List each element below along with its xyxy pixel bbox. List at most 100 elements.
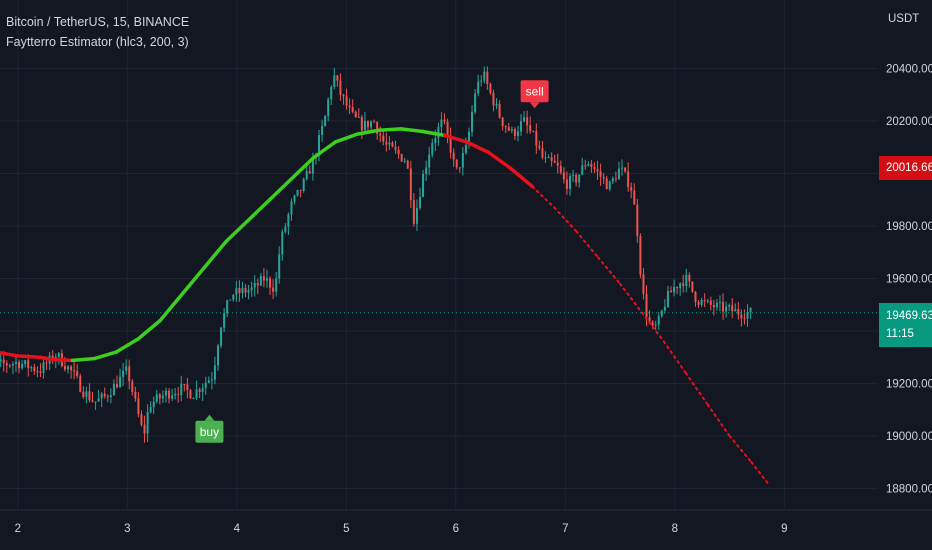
- candle-body: [14, 362, 17, 364]
- buy-signal-pointer: [204, 414, 215, 421]
- candle-body: [715, 302, 718, 308]
- candle-body: [281, 231, 284, 255]
- candle-body: [737, 309, 740, 315]
- candle-body: [318, 135, 321, 156]
- indicator-title[interactable]: Faytterro Estimator (hlc3, 200, 3): [6, 35, 189, 49]
- candle-body: [516, 131, 519, 137]
- estimator-segment: [202, 240, 228, 270]
- time-tick-label: 5: [343, 523, 349, 535]
- candle-body: [33, 367, 36, 372]
- candle-body: [492, 92, 495, 106]
- candle-body: [115, 383, 118, 388]
- candle-body: [57, 353, 60, 357]
- candle-body: [694, 291, 697, 303]
- candle-body: [520, 121, 523, 132]
- candle-body: [651, 321, 654, 326]
- time-tick-label: 4: [234, 523, 241, 535]
- time-tick-label: 8: [672, 523, 678, 535]
- time-tick-label: 2: [15, 523, 21, 535]
- candle-body: [94, 401, 97, 403]
- candle-body: [198, 389, 201, 392]
- estimator-segment: [333, 132, 359, 144]
- estimator-segment: [684, 372, 709, 406]
- candle-body: [697, 302, 700, 305]
- candle-body: [128, 366, 131, 382]
- candle-body: [164, 390, 167, 396]
- candle-body: [299, 189, 302, 191]
- price-tick-label: 20200.00: [886, 116, 932, 128]
- candle-body: [204, 382, 207, 388]
- symbol-title[interactable]: Bitcoin / TetherUS, 15, BINANCE: [6, 15, 190, 29]
- candle-body: [149, 407, 152, 413]
- candle-body: [134, 391, 137, 399]
- estimator-segment: [54, 358, 75, 363]
- candle-body: [345, 96, 348, 106]
- candle-body: [256, 283, 259, 286]
- estimator-segment: [267, 177, 294, 202]
- candle-body: [146, 412, 149, 434]
- candle-body: [700, 300, 703, 305]
- candle-body: [422, 173, 425, 197]
- candle-body: [152, 401, 155, 408]
- candle-body: [97, 398, 100, 402]
- candle-body: [743, 318, 746, 320]
- candle-body: [119, 376, 122, 388]
- candle-body: [155, 394, 158, 402]
- candle-body: [106, 396, 109, 398]
- candle-body: [541, 148, 544, 158]
- candle-body: [636, 204, 639, 236]
- candle-body: [342, 94, 345, 97]
- candle-body: [412, 200, 415, 224]
- candle-body: [572, 175, 575, 177]
- time-axis[interactable]: 2 3 4 5 6 7 8 9: [15, 523, 788, 535]
- candle-body: [452, 152, 455, 160]
- candle-body: [627, 171, 630, 188]
- candle-body: [67, 366, 70, 370]
- candle-body: [685, 274, 688, 286]
- candle-body: [100, 393, 103, 399]
- candle-body: [639, 235, 642, 275]
- candle-body: [599, 171, 602, 177]
- candle-body: [39, 371, 42, 373]
- estimator-segment: [377, 127, 403, 132]
- candle-body: [370, 121, 373, 128]
- candle-body: [366, 120, 369, 128]
- candlesticks[interactable]: [0, 66, 752, 443]
- candle-body: [419, 196, 422, 208]
- estimator-segment: [37, 355, 58, 362]
- candle-body: [544, 157, 547, 159]
- candle-body: [471, 111, 474, 132]
- candle-body: [360, 117, 363, 131]
- candle-body: [523, 117, 526, 122]
- candle-body: [507, 127, 510, 131]
- estimator-segment: [508, 166, 535, 189]
- candle-body: [174, 394, 177, 396]
- last-price-value: 19469.63: [886, 310, 932, 322]
- candle-body: [394, 146, 397, 150]
- candle-body: [88, 391, 91, 401]
- candle-body: [351, 107, 354, 112]
- estimator-segment: [224, 219, 250, 244]
- candle-body: [183, 384, 186, 386]
- candle-body: [385, 141, 388, 145]
- candle-body: [189, 390, 192, 399]
- candle-body: [593, 166, 596, 170]
- candle-body: [290, 201, 293, 215]
- estimator-segment: [575, 230, 600, 259]
- candle-body: [575, 175, 578, 183]
- candle-body: [330, 87, 333, 100]
- candle-body: [657, 316, 660, 325]
- time-tick-label: 9: [781, 523, 787, 535]
- candle-body: [235, 288, 238, 295]
- time-tick-label: 3: [124, 523, 130, 535]
- buy-signal-box: [195, 420, 224, 443]
- candle-body: [333, 75, 336, 88]
- candle-body: [30, 367, 33, 369]
- candle-body: [324, 115, 327, 127]
- candle-body: [608, 181, 611, 190]
- candle-body: [630, 187, 633, 191]
- candle-body: [673, 286, 676, 293]
- candle-body: [489, 83, 492, 93]
